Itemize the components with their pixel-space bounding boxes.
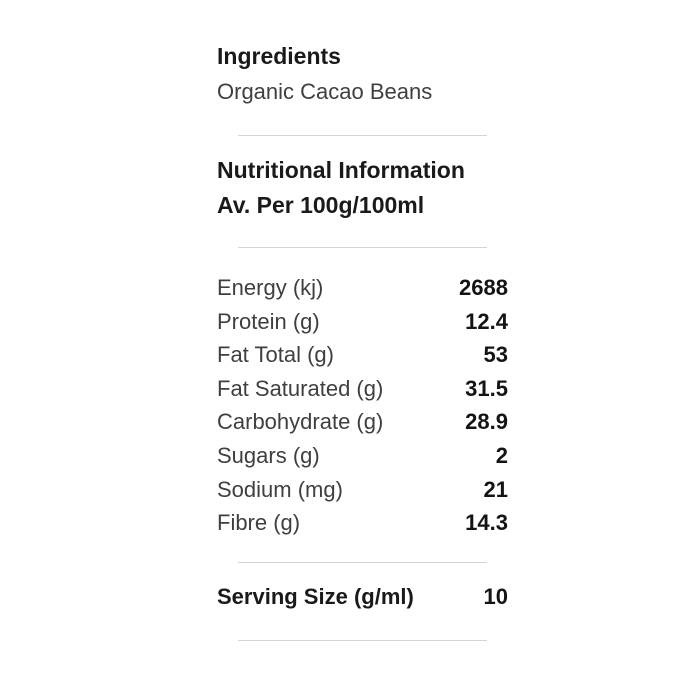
table-row: Fat Total (g) 53: [217, 338, 508, 372]
nutrient-value: 28.9: [465, 409, 508, 435]
divider: [238, 639, 487, 641]
serving-size-value: 10: [483, 583, 508, 609]
nutrition-heading: Nutritional Information: [217, 157, 465, 183]
nutrition-header-section: Nutritional Information Av. Per 100g/100…: [217, 153, 508, 223]
nutrient-value: 21: [483, 476, 508, 502]
nutrient-value: 31.5: [465, 375, 508, 401]
nutrient-value: 2688: [459, 275, 508, 300]
serving-size-label: Serving Size (g/ml): [217, 583, 414, 609]
nutrient-value: 53: [483, 342, 508, 368]
nutrient-label: Fat Total (g): [217, 342, 334, 368]
table-row: Sugars (g) 2: [217, 439, 508, 473]
nutrient-value: 12.4: [465, 308, 508, 334]
nutrient-label: Carbohydrate (g): [217, 409, 384, 435]
nutrient-label: Protein (g): [217, 308, 320, 334]
divider: [238, 135, 487, 136]
table-row: Energy (kj) 2688: [217, 271, 508, 305]
nutrient-label: Sugars (g): [217, 442, 320, 468]
divider: [238, 561, 487, 563]
nutrient-table: Energy (kj) 2688 Protein (g) 12.4 Fat To…: [217, 271, 508, 540]
serving-size-row: Serving Size (g/ml) 10: [217, 579, 508, 614]
table-row: Carbohydrate (g) 28.9: [217, 405, 508, 439]
ingredients-section: Ingredients Organic Cacao Beans: [217, 39, 508, 109]
table-row: Fat Saturated (g) 31.5: [217, 372, 508, 406]
table-row: Fibre (g) 14.3: [217, 506, 508, 540]
nutrition-subheading: Av. Per 100g/100ml: [217, 192, 425, 218]
divider: [238, 247, 487, 248]
nutrition-panel: Ingredients Organic Cacao Beans Nutritio…: [217, 39, 508, 641]
ingredients-value: Organic Cacao Beans: [217, 79, 433, 104]
ingredients-heading: Ingredients: [217, 43, 341, 69]
nutrient-label: Fibre (g): [217, 510, 301, 536]
table-row: Sodium (mg) 21: [217, 473, 508, 507]
nutrient-label: Sodium (mg): [217, 476, 343, 502]
nutrient-value: 14.3: [465, 510, 508, 536]
table-row: Protein (g) 12.4: [217, 305, 508, 339]
nutrient-value: 2: [495, 442, 508, 468]
nutrient-label: Fat Saturated (g): [217, 375, 384, 401]
nutrient-label: Energy (kj): [217, 275, 324, 300]
